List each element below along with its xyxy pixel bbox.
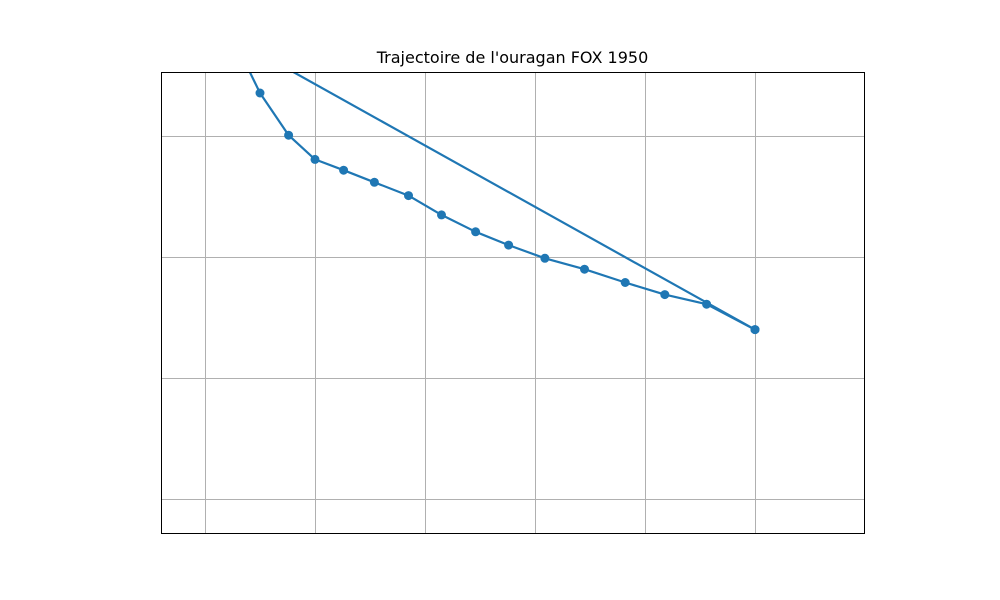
track-point — [580, 264, 589, 274]
track-point — [660, 290, 670, 300]
track-point — [339, 165, 349, 175]
track-point — [750, 325, 760, 335]
track-point — [702, 299, 712, 309]
track-point — [255, 88, 265, 98]
track-point — [471, 227, 481, 237]
track-point — [404, 191, 413, 201]
track-point — [620, 278, 630, 287]
track-point — [504, 240, 514, 250]
plot-frame — [161, 72, 865, 534]
track-point — [437, 210, 446, 220]
track-point — [310, 154, 320, 164]
chart-title: Trajectoire de l'ouragan FOX 1950 — [376, 48, 649, 67]
series-layer — [248, 72, 760, 335]
track-point — [284, 130, 294, 140]
track-point — [540, 253, 550, 263]
grid-layer — [161, 72, 865, 534]
track-point — [369, 177, 379, 187]
